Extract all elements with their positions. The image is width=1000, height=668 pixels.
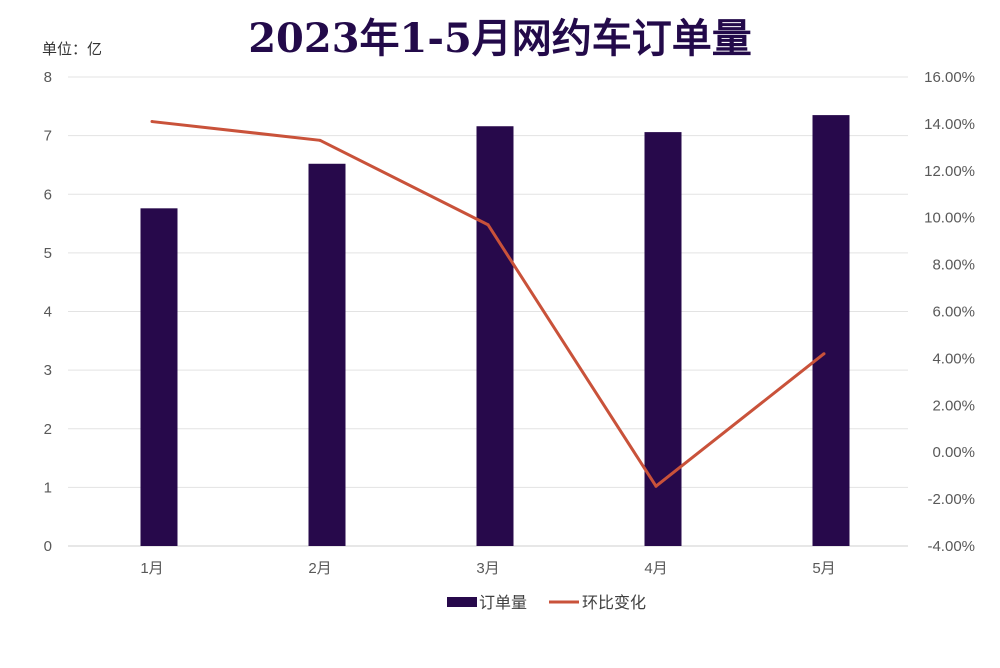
right-tick-label: 0.00% [932, 444, 975, 461]
bar [812, 115, 850, 546]
right-tick-label: 14.00% [924, 116, 975, 133]
bar [308, 163, 346, 546]
bar [476, 126, 514, 547]
chart-title: 2023年1-5月网约车订单量 [248, 15, 752, 62]
left-tick-label: 6 [44, 186, 52, 203]
left-tick-label: 3 [44, 362, 52, 379]
right-tick-label: 6.00% [932, 304, 975, 321]
right-tick-label: 12.00% [924, 163, 975, 180]
right-tick-label: -4.00% [927, 538, 975, 555]
bar [644, 132, 682, 547]
bar [140, 208, 178, 546]
right-tick-label: 16.00% [924, 69, 975, 86]
right-tick-label: 4.00% [932, 350, 975, 367]
line-point [654, 484, 658, 488]
unit-label: 单位：亿 [42, 41, 103, 58]
x-tick-label: 1月 [140, 560, 163, 577]
left-tick-label: 8 [44, 69, 52, 86]
x-tick-label: 3月 [476, 560, 499, 577]
left-tick-label: 5 [44, 245, 52, 262]
left-tick-label: 2 [44, 421, 52, 438]
left-tick-label: 1 [44, 479, 52, 496]
right-tick-label: -2.00% [927, 491, 975, 508]
legend: 订单量 环比变化 [447, 593, 646, 612]
line-point [486, 223, 490, 227]
right-axis-ticks: -4.00% -2.00% 0.00% 2.00% 4.00% 6.00% 8.00% 10.… [924, 69, 975, 555]
x-tick-label: 2月 [308, 560, 331, 577]
left-axis-ticks: 0 1 2 3 4 5 6 7 8 [44, 69, 52, 555]
line-point [318, 138, 322, 142]
x-tick-label: 5月 [812, 560, 835, 577]
line-series [150, 120, 826, 488]
bar-series [140, 115, 850, 547]
legend-label-bar: 订单量 [479, 593, 527, 612]
legend-label-line: 环比变化 [582, 593, 646, 612]
right-tick-label: 2.00% [932, 397, 975, 414]
left-tick-label: 0 [44, 538, 52, 555]
legend-swatch-bar [447, 597, 477, 607]
right-tick-label: 10.00% [924, 210, 975, 227]
right-tick-label: 8.00% [932, 257, 975, 274]
x-axis-ticks: 1月 2月 3月 4月 5月 [140, 560, 835, 577]
line-point [822, 352, 826, 356]
left-tick-label: 4 [44, 304, 52, 321]
left-tick-label: 7 [44, 128, 52, 145]
line-point [150, 120, 154, 124]
x-tick-label: 4月 [644, 560, 667, 577]
